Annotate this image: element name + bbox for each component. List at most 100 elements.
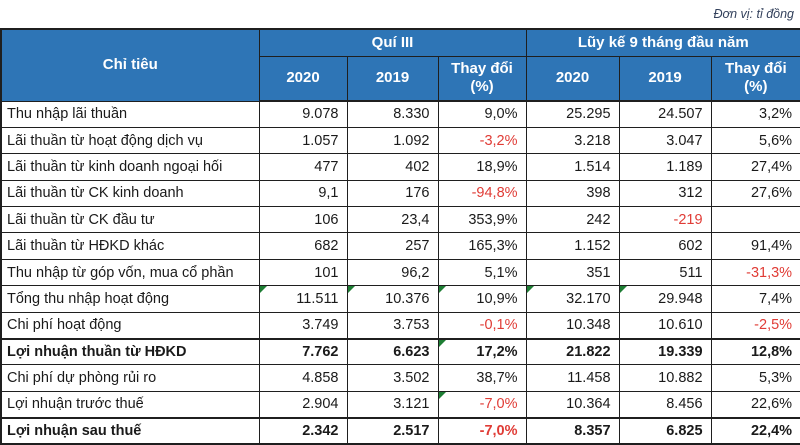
- subheader-ytd-change: Thay đổi (%): [710, 55, 800, 102]
- value-cell: 351: [525, 258, 620, 287]
- value-cell: 3.502: [346, 364, 439, 392]
- value-cell: 23,4: [346, 206, 439, 234]
- value-cell: -31,3%: [710, 258, 800, 287]
- table-row: Lãi thuần từ CK kinh doanh 9,1 176 -94,8…: [0, 179, 800, 208]
- row-label-cell: Lãi thuần từ HĐKD khác: [0, 232, 260, 260]
- value-cell: 1.189: [618, 153, 712, 181]
- excel-error-indicator-icon: [439, 392, 446, 399]
- value-cell: 8.330: [346, 100, 439, 128]
- table-row: Lãi thuần từ CK đầu tư 106 23,4 353,9% 2…: [0, 206, 800, 234]
- value-text: 10.376: [385, 290, 430, 307]
- value-cell: 1.057: [258, 126, 348, 155]
- value-cell: -2,5%: [710, 311, 800, 340]
- value-cell: 1.514: [525, 153, 620, 181]
- financial-table: Chỉ tiêu Quí III Lũy kế 9 tháng đầu năm …: [0, 28, 800, 445]
- unit-note: Đơn vị: tỉ đồng: [713, 7, 794, 21]
- value-cell: 312: [618, 179, 712, 208]
- subheader-q3-2020: 2020: [258, 55, 348, 102]
- value-text: 11.511: [296, 290, 339, 307]
- value-cell: 3,2%: [710, 100, 800, 128]
- value-cell: 21.822: [525, 337, 620, 366]
- table-row: Lãi thuần từ hoạt động dịch vụ 1.057 1.0…: [0, 126, 800, 155]
- value-cell: 2.517: [346, 416, 439, 445]
- row-label-cell: Lãi thuần từ hoạt động dịch vụ: [0, 126, 260, 155]
- value-text: 32.170: [566, 290, 611, 307]
- value-cell: 101: [258, 258, 348, 287]
- subheader-ytd-2020: 2020: [525, 55, 620, 102]
- value-cell: 17,2%: [437, 337, 527, 366]
- value-cell: 242: [525, 206, 620, 234]
- subheader-ytd-2019: 2019: [618, 55, 712, 102]
- value-cell: 38,7%: [437, 364, 527, 392]
- value-cell: 5,1%: [437, 258, 527, 287]
- row-label-cell: Tổng thu nhập hoạt động: [0, 285, 260, 313]
- row-label-cell: Chi phí hoạt động: [0, 311, 260, 340]
- subheader-q3-change: Thay đổi (%): [437, 55, 527, 102]
- excel-error-indicator-icon: [439, 286, 446, 294]
- excel-error-indicator-icon: [527, 286, 534, 294]
- table-row: Chi phí dự phòng rủi ro 4.858 3.502 38,7…: [0, 364, 800, 392]
- value-cell: 6.825: [618, 416, 712, 445]
- value-cell: 511: [618, 258, 712, 287]
- value-cell: 25.295: [525, 100, 620, 128]
- value-cell: 3.121: [346, 390, 439, 419]
- value-cell: 8.456: [618, 390, 712, 419]
- table-row: Lãi thuần từ kinh doanh ngoại hối 477 40…: [0, 153, 800, 181]
- row-label-cell: Lợi nhuận sau thuế: [0, 416, 260, 445]
- value-cell: 10.376: [346, 285, 439, 313]
- value-cell: -7,0%: [437, 416, 527, 445]
- value-cell: 96,2: [346, 258, 439, 287]
- value-cell: 10,9%: [437, 285, 527, 313]
- table-row-subtotal: Lợi nhuận thuần từ HĐKD 7.762 6.623 17,2…: [0, 337, 800, 366]
- row-label-cell: Lãi thuần từ CK kinh doanh: [0, 179, 260, 208]
- value-cell: 9,1: [258, 179, 348, 208]
- row-label-cell: Lợi nhuận trước thuế: [0, 390, 260, 419]
- corner-header-chi-tieu: Chỉ tiêu: [0, 28, 260, 102]
- excel-error-indicator-icon: [348, 286, 355, 294]
- value-cell: 32.170: [525, 285, 620, 313]
- group-header-row: Chỉ tiêu Quí III Lũy kế 9 tháng đầu năm: [0, 28, 800, 102]
- value-cell: 7,4%: [710, 285, 800, 313]
- value-cell: 29.948: [618, 285, 712, 313]
- value-cell: 3.749: [258, 311, 348, 340]
- value-cell: 27,6%: [710, 179, 800, 208]
- value-cell: 3.047: [618, 126, 712, 155]
- table-row: Tổng thu nhập hoạt động 11.511 10.376 10…: [0, 285, 800, 313]
- table-row-total: Lợi nhuận sau thuế 2.342 2.517 -7,0% 8.3…: [0, 416, 800, 445]
- value-cell: [710, 206, 800, 234]
- value-cell: -0,1%: [437, 311, 527, 340]
- value-text: -7,0%: [479, 396, 518, 413]
- value-cell: 1.092: [346, 126, 439, 155]
- table-row: Thu nhập lãi thuần 9.078 8.330 9,0% 25.2…: [0, 100, 800, 128]
- row-label-cell: Thu nhập từ góp vốn, mua cổ phần: [0, 258, 260, 287]
- excel-error-indicator-icon: [620, 286, 627, 294]
- group-header-quarter3: Quí III: [258, 28, 527, 57]
- row-label-cell: Lãi thuần từ kinh doanh ngoại hối: [0, 153, 260, 181]
- value-cell: 7.762: [258, 337, 348, 366]
- value-cell: 10.882: [618, 364, 712, 392]
- value-cell: 176: [346, 179, 439, 208]
- value-text: 10,9%: [476, 290, 518, 307]
- value-cell: 165,3%: [437, 232, 527, 260]
- value-cell: 353,9%: [437, 206, 527, 234]
- value-cell: -7,0%: [437, 390, 527, 419]
- value-cell: 1.152: [525, 232, 620, 260]
- value-cell: 11.458: [525, 364, 620, 392]
- value-cell: 257: [346, 232, 439, 260]
- value-cell: 4.858: [258, 364, 348, 392]
- value-cell: 682: [258, 232, 348, 260]
- table-row: Thu nhập từ góp vốn, mua cổ phần 101 96,…: [0, 258, 800, 287]
- value-cell: 10.610: [618, 311, 712, 340]
- value-cell: 602: [618, 232, 712, 260]
- table-body: Thu nhập lãi thuần 9.078 8.330 9,0% 25.2…: [0, 100, 800, 445]
- value-cell: 91,4%: [710, 232, 800, 260]
- excel-error-indicator-icon: [439, 340, 446, 347]
- excel-error-indicator-icon: [260, 286, 267, 294]
- value-cell: -94,8%: [437, 179, 527, 208]
- value-cell: 402: [346, 153, 439, 181]
- table-row: Lợi nhuận trước thuế 2.904 3.121 -7,0% 1…: [0, 390, 800, 419]
- value-cell: -3,2%: [437, 126, 527, 155]
- value-cell: 9.078: [258, 100, 348, 128]
- table-row: Chi phí hoạt động 3.749 3.753 -0,1% 10.3…: [0, 311, 800, 340]
- value-cell: 3.753: [346, 311, 439, 340]
